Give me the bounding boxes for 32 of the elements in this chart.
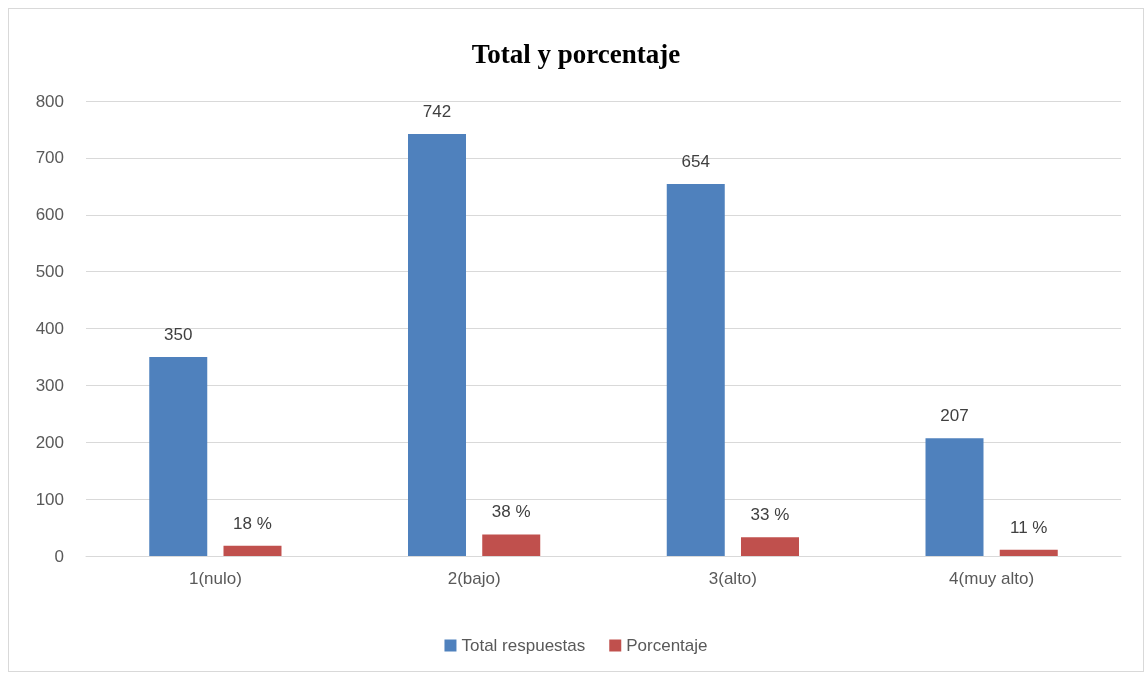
data-label: 38 %: [491, 502, 531, 522]
y-tick-label: 600: [35, 205, 64, 225]
legend-label: Porcentaje: [626, 636, 708, 655]
data-label: 350: [164, 324, 193, 344]
y-tick-label: 100: [35, 489, 64, 509]
data-label: 654: [681, 152, 710, 172]
bar: [408, 133, 467, 556]
legend-label: Total respuestas: [461, 636, 586, 655]
data-label: 207: [940, 406, 969, 426]
data-label: 11 %: [1009, 517, 1048, 537]
y-tick-label: 400: [35, 319, 64, 338]
bar: [741, 537, 799, 556]
y-tick-label: 0: [54, 546, 64, 566]
bar: [223, 545, 282, 556]
x-tick-label: 4(muy alto): [949, 569, 1035, 588]
y-tick-label: 800: [35, 91, 64, 111]
bar: [149, 356, 208, 556]
bar: [999, 549, 1058, 556]
data-label: 18 %: [233, 513, 272, 533]
x-tick-label: 1(nulo): [188, 569, 242, 588]
data-label: 33 %: [750, 505, 790, 525]
bar: [482, 534, 541, 556]
y-tick-label: 300: [35, 375, 64, 395]
bar: [925, 438, 984, 556]
y-tick-label: 500: [35, 262, 64, 282]
y-tick-label: 200: [35, 432, 64, 452]
bar: [666, 184, 725, 556]
y-tick-label: 700: [35, 148, 64, 168]
x-tick-label: 3(alto): [708, 569, 757, 588]
chart-title: Total y porcentaje: [471, 38, 681, 69]
data-label: 742: [422, 101, 452, 121]
x-tick-label: 2(bajo): [447, 569, 501, 588]
